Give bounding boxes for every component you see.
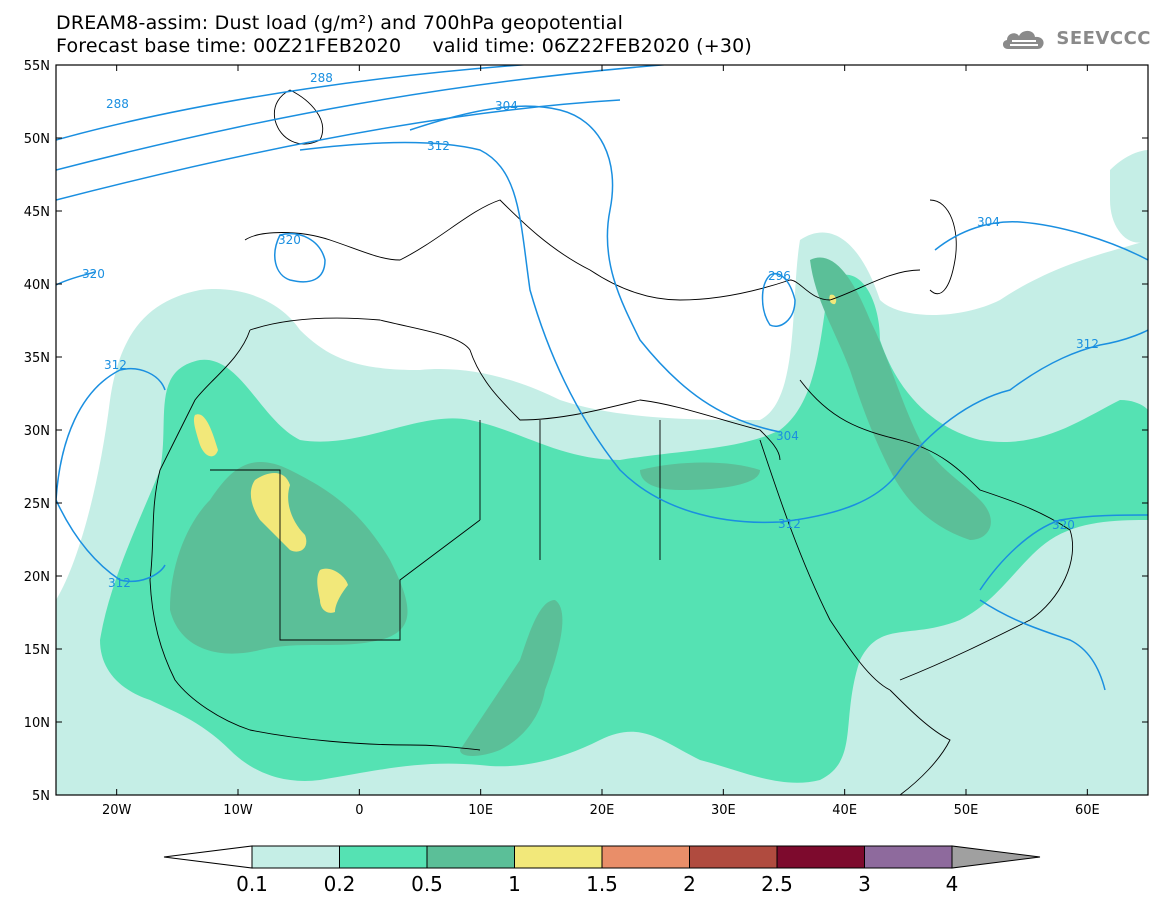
lat-label: 10N bbox=[24, 716, 50, 731]
lat-label: 25N bbox=[24, 497, 50, 512]
contour-320-east bbox=[979, 514, 1148, 591]
lon-label: 10W bbox=[223, 803, 253, 818]
lat-label: 50N bbox=[24, 132, 50, 147]
coastline-east-africa bbox=[889, 689, 951, 795]
dust-shade-yellow-1 bbox=[193, 414, 218, 457]
lat-label: 30N bbox=[24, 424, 50, 439]
coastline-arabia bbox=[799, 379, 1074, 681]
contour-label: 312 bbox=[1076, 337, 1099, 351]
contour-label: 320 bbox=[278, 233, 301, 247]
coastline-europe bbox=[244, 199, 921, 301]
colorbar-box bbox=[514, 845, 603, 869]
lat-label: 55N bbox=[24, 59, 50, 74]
chart-subtitle: Forecast base time: 00Z21FEB2020 valid t… bbox=[56, 35, 752, 57]
dust-shade-yellow-3 bbox=[317, 568, 348, 613]
colorbar-label: 0.2 bbox=[323, 872, 356, 896]
colorbar-label: 3 bbox=[858, 872, 871, 896]
contour-304 bbox=[409, 105, 781, 433]
contour-east-oman bbox=[979, 599, 1106, 691]
contour-label: 312 bbox=[778, 517, 801, 531]
contour-label: 304 bbox=[977, 215, 1000, 229]
lon-label: 20E bbox=[590, 803, 615, 818]
lat-label: 35N bbox=[24, 351, 50, 366]
lon-label: 60E bbox=[1075, 803, 1100, 818]
colorbar-box bbox=[776, 845, 865, 869]
colorbar-box bbox=[339, 845, 428, 869]
lat-label: 20N bbox=[24, 570, 50, 585]
contour-312 bbox=[56, 141, 1148, 524]
contour-label: 304 bbox=[776, 429, 799, 443]
contour-label: 320 bbox=[82, 267, 105, 281]
colorbar-label: 1 bbox=[508, 872, 521, 896]
border-sahara bbox=[210, 420, 661, 641]
contour-304-east bbox=[934, 221, 1148, 261]
valid-time: valid time: 06Z22FEB2020 (+30) bbox=[432, 35, 753, 57]
dust-shade-dark-arabia bbox=[810, 257, 991, 540]
contour-320-far-west bbox=[56, 271, 96, 286]
lat-label: 40N bbox=[24, 278, 50, 293]
dust-shade-light-ne bbox=[1110, 150, 1148, 243]
coastline-uk bbox=[273, 89, 324, 145]
seevccc-logo: SEEVCCC bbox=[1000, 25, 1151, 51]
colorbar-label: 1.5 bbox=[586, 872, 618, 896]
lat-label: 5N bbox=[32, 789, 50, 804]
contour-296-turkey bbox=[761, 273, 796, 327]
coastline-africa-west bbox=[149, 329, 481, 751]
colorbar-label: 2.5 bbox=[761, 872, 793, 896]
lat-label: 45N bbox=[24, 205, 50, 220]
dust-shade-dark-libya bbox=[640, 462, 760, 490]
colorbar-box bbox=[864, 845, 953, 869]
contour-label: 304 bbox=[495, 99, 518, 113]
colorbar bbox=[163, 845, 1041, 869]
colorbar-label: 4 bbox=[945, 872, 959, 896]
contour-320-west bbox=[274, 233, 326, 283]
colorbar-box bbox=[251, 845, 340, 869]
geopotential-contours bbox=[56, 65, 1148, 691]
contour-label: 312 bbox=[108, 576, 131, 590]
coastlines bbox=[149, 89, 1074, 795]
contour-label: 320 bbox=[1052, 518, 1075, 532]
contour-312-sw bbox=[56, 499, 166, 582]
colorbar-label: 0.5 bbox=[411, 872, 443, 896]
dust-shade-dark bbox=[170, 461, 408, 654]
lon-label: 10E bbox=[468, 803, 493, 818]
dust-shade-yellow-2 bbox=[250, 473, 307, 552]
colorbar-box bbox=[689, 845, 778, 869]
contour-288b bbox=[56, 65, 671, 171]
contour-labels: 288 288 304 312 320 320 296 304 312 312 … bbox=[82, 71, 1099, 590]
lon-label: 30E bbox=[711, 803, 736, 818]
colorbar-arrow-right bbox=[951, 845, 1041, 869]
base-time: Forecast base time: 00Z21FEB2020 bbox=[56, 35, 402, 57]
contour-label: 312 bbox=[427, 139, 450, 153]
colorbar-box bbox=[426, 845, 515, 869]
coastline-caspian bbox=[929, 199, 957, 295]
logo-text: SEEVCCC bbox=[1056, 27, 1151, 49]
map-axes: 55N 50N 45N 40N 35N 30N 25N 20N 15N 10N 5N 20W 10W 0 1… bbox=[24, 59, 1148, 818]
cloud-icon bbox=[1003, 30, 1044, 49]
colorbar-box bbox=[601, 845, 690, 869]
contour-label: 312 bbox=[104, 358, 127, 372]
lon-label: 0 bbox=[355, 803, 363, 818]
contour-label: 296 bbox=[768, 269, 791, 283]
contour-label: 288 bbox=[106, 97, 129, 111]
lat-label: 15N bbox=[24, 643, 50, 658]
chart-title: DREAM8-assim: Dust load (g/m²) and 700hP… bbox=[56, 12, 624, 34]
coastline-red-sea bbox=[759, 439, 891, 691]
dust-shade-dark-sahel bbox=[460, 600, 563, 756]
colorbar-label: 0.1 bbox=[236, 872, 268, 896]
dust-field bbox=[56, 65, 1148, 795]
colorbar-label: 2 bbox=[683, 872, 696, 896]
coastline-mediterranean-south bbox=[249, 317, 781, 461]
lon-label: 40E bbox=[832, 803, 857, 818]
colorbar-arrow-left bbox=[163, 845, 253, 869]
lon-label: 20W bbox=[102, 803, 132, 818]
contour-296 bbox=[56, 99, 621, 201]
contour-label: 288 bbox=[310, 71, 333, 85]
lon-label: 50E bbox=[954, 803, 979, 818]
